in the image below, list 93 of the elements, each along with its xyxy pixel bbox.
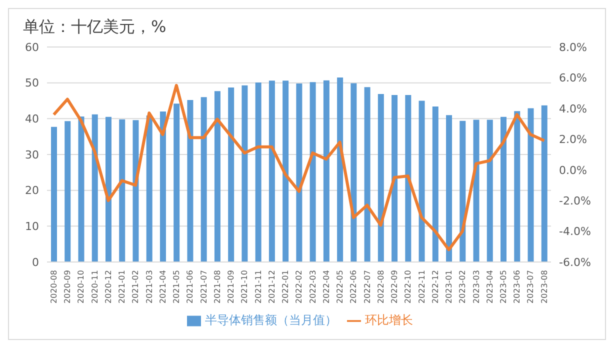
- x-tick-label: 2021-08: [212, 270, 222, 304]
- bar: [460, 120, 466, 262]
- bar: [214, 91, 220, 262]
- bar: [364, 87, 370, 262]
- x-tick-label: 2023-08: [540, 270, 549, 304]
- chart-title: 单位：十亿美元，%: [23, 17, 166, 38]
- x-tick-label: 2021-05: [172, 270, 182, 304]
- y-tick-label: 50: [25, 76, 39, 90]
- y-tick-label: 30: [25, 148, 39, 162]
- x-tick-label: 2023-04: [485, 270, 494, 304]
- x-tick-label: 2021-07: [199, 270, 208, 304]
- x-tick-label: 2020-09: [63, 270, 72, 304]
- x-tick-label: 2022-07: [362, 270, 372, 304]
- x-tick-label: 2022-09: [390, 270, 400, 304]
- bar: [392, 95, 398, 262]
- x-tick-label: 2023-01: [444, 270, 454, 304]
- x-tick-label: 2021-10: [240, 270, 250, 304]
- bar: [337, 77, 344, 262]
- bar: [242, 85, 248, 262]
- bar: [528, 108, 534, 262]
- bar: [350, 83, 357, 262]
- x-tick-label: 2022-11: [417, 270, 426, 304]
- x-tick-label: 2022-04: [322, 270, 331, 304]
- bar: [78, 116, 84, 262]
- x-tick-label: 2022-06: [349, 270, 358, 304]
- y-tick-label: 60: [25, 40, 39, 54]
- bar: [228, 87, 234, 262]
- y2-tick-label: 2.0%: [559, 133, 587, 146]
- bar: [500, 116, 507, 262]
- bar: [255, 82, 262, 262]
- bar: [323, 80, 330, 262]
- x-tick-label: 2022-12: [430, 270, 440, 304]
- bar: [187, 100, 194, 262]
- x-tick-label: 2021-12: [267, 270, 276, 304]
- bar: [378, 94, 384, 262]
- bar: [105, 116, 112, 262]
- x-tick-label: 2023-07: [526, 270, 536, 304]
- bar: [310, 82, 316, 262]
- y2-tick-label: 8.0%: [559, 40, 587, 54]
- x-tick-label: 2021-11: [254, 270, 263, 304]
- line-series: [52, 84, 546, 252]
- bar: [132, 120, 139, 262]
- y2-tick-label: -4.0%: [559, 225, 591, 238]
- x-tick-label: 2023-03: [472, 270, 481, 304]
- legend-label: 半导体销售额（当月值）: [205, 313, 337, 327]
- bar: [64, 121, 71, 262]
- x-tick-label: 2022-08: [376, 270, 386, 304]
- x-tick-label: 2020-10: [76, 270, 86, 304]
- y2-tick-label: 6.0%: [559, 72, 587, 85]
- y-tick-label: 0: [32, 256, 39, 269]
- y-tick-label: 10: [25, 220, 39, 234]
- x-tick-label: 2023-06: [512, 270, 522, 304]
- bar: [146, 115, 152, 262]
- x-tick-label: 2021-04: [158, 270, 168, 304]
- x-tick-label: 2021-06: [186, 270, 195, 304]
- y2-tick-label: -6.0%: [559, 256, 591, 269]
- bar: [268, 80, 275, 262]
- bar: [432, 106, 438, 262]
- x-tick-label: 2022-05: [336, 270, 345, 304]
- y2-tick-label: -2.0%: [559, 194, 591, 208]
- bar: [92, 114, 98, 262]
- x-tick-label: 2020-12: [104, 270, 113, 304]
- y2-tick-label: 0.0%: [559, 164, 587, 177]
- bar: [282, 80, 289, 262]
- y-tick-label: 40: [25, 112, 39, 126]
- legend-label: 环比增长: [365, 313, 413, 327]
- bar: [200, 97, 207, 262]
- y2-tick-label: 4.0%: [559, 102, 587, 116]
- bar: [486, 120, 493, 262]
- bar: [119, 119, 126, 262]
- x-tick-label: 2023-05: [499, 270, 508, 304]
- x-tick-label: 2021-02: [131, 270, 140, 304]
- x-tick-label: 2022-02: [294, 270, 304, 304]
- x-tick-label: 2020-08: [49, 270, 58, 304]
- y-tick-label: 20: [25, 184, 39, 198]
- bar: [296, 84, 302, 262]
- x-tick-label: 2020-11: [90, 270, 100, 304]
- bar: [160, 112, 166, 262]
- bar: [418, 100, 425, 262]
- x-tick-label: 2023-02: [458, 270, 468, 304]
- bar: [541, 105, 548, 262]
- x-tick-label: 2022-01: [281, 270, 290, 304]
- x-tick-label: 2021-09: [226, 270, 236, 304]
- bar: [446, 115, 452, 262]
- x-tick-label: 2022-03: [308, 270, 318, 304]
- bar: [473, 120, 480, 262]
- bar: [51, 126, 57, 262]
- bar: [514, 111, 520, 262]
- bar: [405, 95, 412, 262]
- x-tick-label: 2021-03: [144, 270, 154, 304]
- x-tick-label: 2022-10: [404, 270, 413, 304]
- x-tick-label: 2021-01: [118, 270, 127, 304]
- bar: [174, 104, 180, 262]
